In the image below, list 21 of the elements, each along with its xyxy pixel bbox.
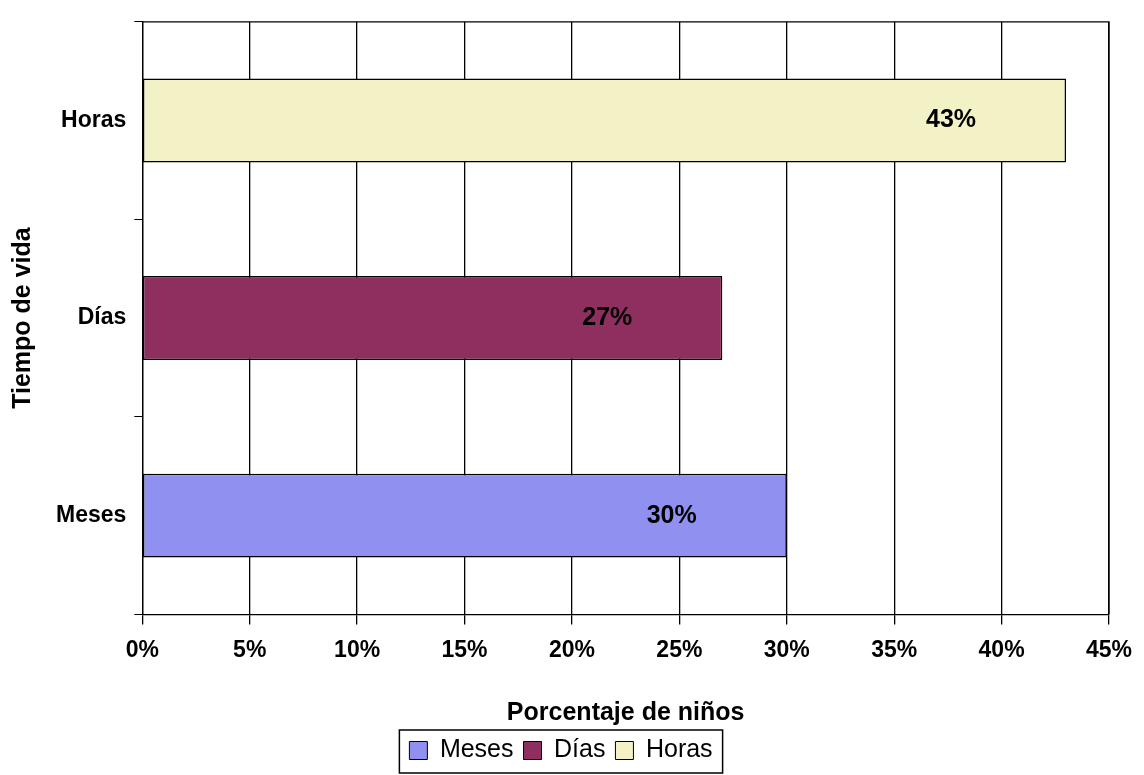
x-tick-label: 45%: [1085, 635, 1133, 662]
legend-label: Días: [554, 734, 606, 763]
x-tick-label: 5%: [233, 635, 267, 662]
y-tick-label: Meses: [56, 500, 127, 527]
legend-label: Meses: [439, 734, 514, 763]
x-tick-label: 15%: [441, 635, 488, 662]
legend-label: Horas: [645, 734, 713, 763]
x-tick-label: 0%: [125, 635, 159, 662]
x-tick-label: 35%: [871, 635, 918, 662]
data-label: 30%: [646, 499, 697, 528]
y-tick-label: Días: [77, 303, 127, 330]
y-tick-label: Horas: [61, 105, 127, 132]
x-axis-title: Porcentaje de niños: [506, 696, 745, 725]
x-tick-label: 20%: [548, 635, 595, 662]
data-label: 43%: [925, 104, 977, 133]
x-tick-label: 40%: [978, 635, 1025, 662]
x-tick-label: 25%: [656, 635, 703, 662]
x-tick-label: 10%: [334, 635, 381, 662]
x-tick-label: 30%: [763, 635, 810, 662]
data-label: 27%: [582, 301, 633, 330]
y-axis-title: Tiempo de vida: [6, 226, 35, 409]
